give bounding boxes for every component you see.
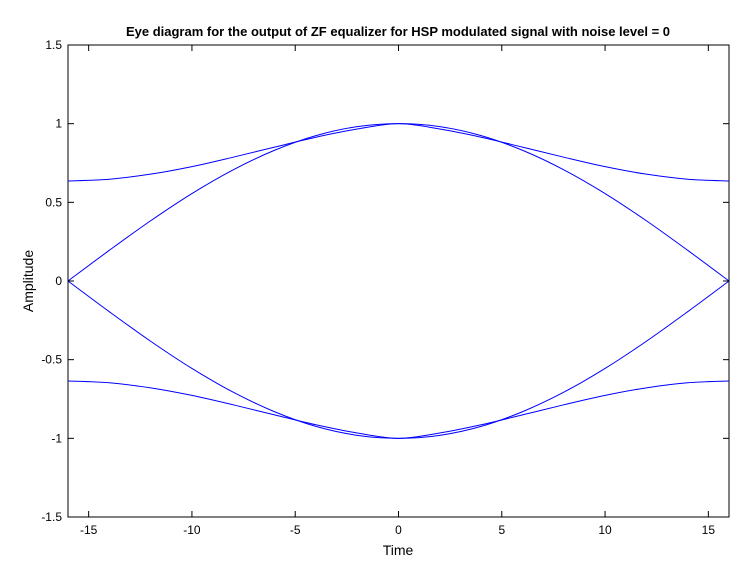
- x-tick-label: -10: [183, 523, 201, 537]
- x-tick-label: -5: [290, 523, 301, 537]
- x-tick-label: 15: [702, 523, 716, 537]
- chart-title: Eye diagram for the output of ZF equaliz…: [126, 24, 670, 39]
- eye-trace-3: [67, 123, 730, 282]
- y-tick-label: -1.5: [41, 510, 62, 524]
- y-tick-label: -1: [51, 431, 62, 445]
- y-tick-label: 0.5: [45, 195, 62, 209]
- x-tick-label: 10: [598, 523, 612, 537]
- y-axis-label: Amplitude: [20, 250, 36, 312]
- x-axis-ticks: -15 -10 -5 0 5 10 15: [80, 45, 715, 537]
- y-axis-ticks: -1.5 -1 -0.5 0 0.5 1 1.5: [41, 38, 729, 524]
- x-tick-label: 0: [395, 523, 402, 537]
- eye-trace-4: [67, 280, 730, 439]
- series-layer: [67, 123, 730, 439]
- y-tick-label: 0: [55, 274, 62, 288]
- y-tick-label: -0.5: [41, 353, 62, 367]
- y-tick-label: 1: [55, 117, 62, 131]
- y-tick-label: 1.5: [45, 38, 62, 52]
- x-tick-label: 5: [498, 523, 505, 537]
- x-axis-label: Time: [383, 542, 414, 558]
- x-tick-label: -15: [80, 523, 98, 537]
- plot-area: [67, 44, 730, 518]
